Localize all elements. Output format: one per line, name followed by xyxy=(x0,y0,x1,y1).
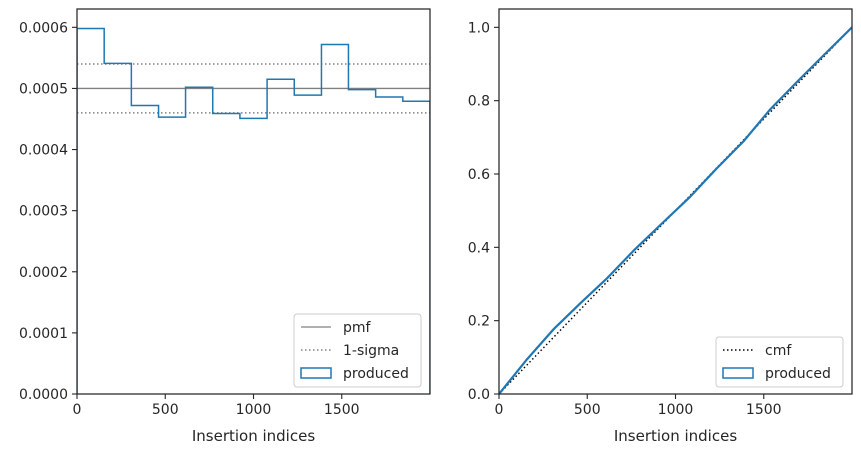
x-axis-label: Insertion indices xyxy=(192,427,315,445)
x-tick-label: 1000 xyxy=(658,402,694,418)
y-tick-label: 0.8 xyxy=(468,94,490,110)
y-tick-label: 0.2 xyxy=(468,314,490,330)
y-tick-label: 1.0 xyxy=(468,20,490,36)
legend-label: cmf xyxy=(765,343,792,359)
x-tick-label: 0 xyxy=(495,402,504,418)
x-tick-label: 1000 xyxy=(236,402,272,418)
x-tick-label: 1500 xyxy=(746,402,782,418)
plot-data xyxy=(77,27,430,394)
y-tick-label: 0.0006 xyxy=(19,20,68,36)
legend-swatch-produced xyxy=(300,367,332,379)
x-tick-label: 500 xyxy=(152,402,179,418)
y-tick-label: 0.0 xyxy=(468,387,490,403)
pmf-panel: 0 500 1000 1500 0.0000 0.0001 0.0002 0.0003 0.00… xyxy=(19,8,431,445)
produced-cumulative-line xyxy=(499,26,852,394)
legend-swatch-produced xyxy=(722,367,754,379)
y-tick-label: 0.6 xyxy=(468,167,490,183)
legend-label: pmf xyxy=(343,320,372,336)
cmf-line xyxy=(499,26,852,394)
y-tick-label: 0.0002 xyxy=(19,265,68,281)
x-tick-label: 500 xyxy=(574,402,601,418)
legend-label: 1-sigma xyxy=(343,343,399,359)
y-tick-label: 0.0004 xyxy=(19,143,68,159)
x-tick-label: 0 xyxy=(73,402,82,418)
plot-data xyxy=(499,26,852,394)
legend-label: produced xyxy=(343,366,409,382)
y-tick-label: 0.0003 xyxy=(19,204,68,220)
cmf-panel: 0 500 1000 1500 0.0 0.2 0.4 0.6 0.8 1.0 Insertion … xyxy=(468,8,853,445)
produced-histogram xyxy=(77,27,430,394)
y-tick-label: 0.0000 xyxy=(19,387,68,403)
x-axis-label: Insertion indices xyxy=(614,427,737,445)
y-tick-label: 0.4 xyxy=(468,240,490,256)
y-tick-label: 0.0001 xyxy=(19,326,68,342)
y-tick-label: 0.0005 xyxy=(19,81,68,97)
x-tick-label: 1500 xyxy=(324,402,360,418)
legend-label: produced xyxy=(765,366,831,382)
plot-frame xyxy=(498,8,853,395)
